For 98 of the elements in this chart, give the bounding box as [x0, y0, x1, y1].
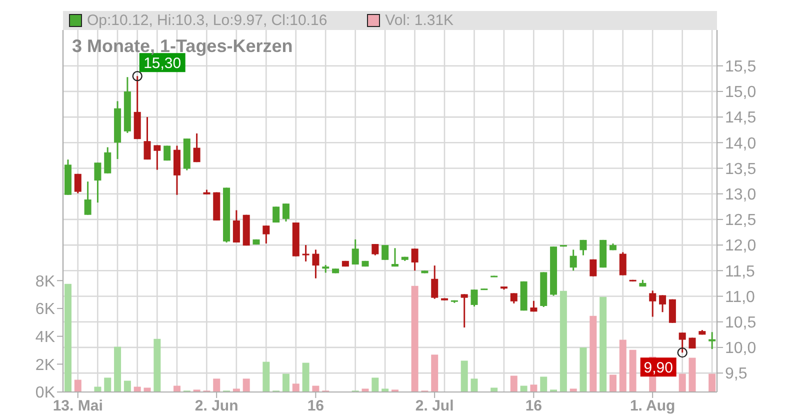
- bar: [64, 284, 72, 392]
- bar: [560, 290, 567, 392]
- chart-title: 3 Monate, 1-Tages-Kerzen: [72, 36, 293, 57]
- candlestick: [688, 336, 696, 350]
- candlestick: [154, 144, 161, 171]
- y2-tick-label: 4K: [35, 328, 56, 346]
- bar: [114, 346, 122, 392]
- candlestick: [84, 180, 92, 216]
- candlestick: [94, 162, 102, 204]
- bar: [629, 350, 636, 392]
- y-tick-label: 12,5: [725, 212, 756, 230]
- bar: [470, 378, 478, 392]
- bar: [600, 296, 607, 392]
- annotation: 9,90: [644, 360, 673, 377]
- x-tick-label: 13. Mai: [52, 398, 103, 415]
- y-tick-label: 14,5: [725, 110, 756, 127]
- bar: [144, 388, 151, 392]
- x-tick-label: 16: [307, 398, 324, 415]
- bar: [510, 376, 518, 392]
- y-tick-label: 10,5: [725, 314, 756, 332]
- candlestick: [590, 258, 597, 278]
- candlestick: [193, 132, 200, 163]
- candlestick: [411, 248, 418, 272]
- candlestick: [580, 239, 587, 256]
- y-tick-label: 9,5: [725, 366, 748, 383]
- bar: [242, 378, 250, 392]
- candlestick: [302, 244, 310, 262]
- bar: [94, 386, 102, 392]
- bar: [678, 374, 686, 392]
- bar: [490, 388, 498, 392]
- candlestick: [262, 224, 270, 244]
- bar: [609, 374, 616, 392]
- bar: [619, 340, 626, 392]
- y-tick-label: 15,5: [725, 58, 756, 76]
- bar: [411, 286, 418, 392]
- y2-tick-label: 6K: [35, 301, 56, 318]
- legend-label: Vol: 1.31K: [384, 12, 454, 29]
- candlestick: [312, 248, 320, 280]
- y-tick-label: 13,5: [725, 160, 756, 178]
- bar: [154, 338, 161, 392]
- bar: [590, 316, 597, 392]
- bar: [530, 384, 538, 392]
- candlestick: [431, 264, 438, 300]
- bar: [688, 358, 696, 392]
- y-tick-label: 13,0: [725, 186, 756, 204]
- candlestick: [232, 209, 240, 244]
- y-tick-label: 14,0: [725, 135, 756, 152]
- annotation: 15,30: [144, 55, 182, 72]
- bar: [292, 384, 300, 392]
- bar: [372, 378, 379, 392]
- candlestick: [570, 248, 577, 272]
- bar: [520, 386, 528, 392]
- candlestick: [372, 243, 379, 256]
- y2-tick-label: 8K: [35, 273, 56, 290]
- candlestick: [352, 238, 359, 266]
- y-tick-label: 10,0: [725, 340, 756, 358]
- candlestick: [510, 292, 518, 304]
- candlestick: [391, 247, 398, 268]
- bar: [134, 386, 141, 392]
- candlestick: [104, 146, 112, 174]
- candlestick: [470, 288, 478, 308]
- candlestick: [74, 173, 82, 194]
- text: Op:10.12, Hi:10.3, Lo:9.97, Cl:10.16: [86, 12, 328, 29]
- bar: [213, 378, 220, 392]
- y-tick-label: 11,5: [725, 263, 756, 280]
- x-tick-label: 2. Jun: [194, 398, 238, 415]
- candlestick: [460, 293, 468, 328]
- x-tick-label: 16: [525, 398, 542, 415]
- y-tick-label: 15,0: [725, 84, 756, 102]
- bar: [173, 386, 180, 392]
- bar: [431, 354, 438, 392]
- bar: [124, 380, 131, 392]
- y-tick-label: 11,0: [725, 288, 756, 306]
- candlestick: [659, 294, 666, 313]
- candlestick: [144, 116, 151, 160]
- bar: [104, 378, 112, 392]
- bar: [302, 362, 310, 392]
- candlestick: [164, 144, 171, 162]
- x-tick-label: 1. Aug: [630, 398, 676, 415]
- bar: [460, 360, 468, 392]
- candlestick: [649, 290, 656, 318]
- candlestick: [382, 244, 389, 261]
- bar: [282, 374, 290, 392]
- y2-tick-label: 2K: [35, 356, 56, 374]
- candlestick: [619, 251, 626, 276]
- bar: [312, 386, 320, 392]
- y2-tick-label: 0K: [35, 384, 56, 402]
- candlestick: [282, 202, 290, 222]
- candlestick: [668, 298, 676, 324]
- candlestick: [708, 331, 716, 350]
- bar: [580, 347, 587, 392]
- x-tick-label: 2. Jul: [415, 398, 454, 415]
- y-tick-label: 12,0: [725, 238, 756, 255]
- bar: [74, 380, 82, 392]
- bar: [708, 374, 716, 392]
- candlestick: [272, 206, 280, 224]
- bar: [540, 376, 548, 392]
- bar: [262, 362, 270, 392]
